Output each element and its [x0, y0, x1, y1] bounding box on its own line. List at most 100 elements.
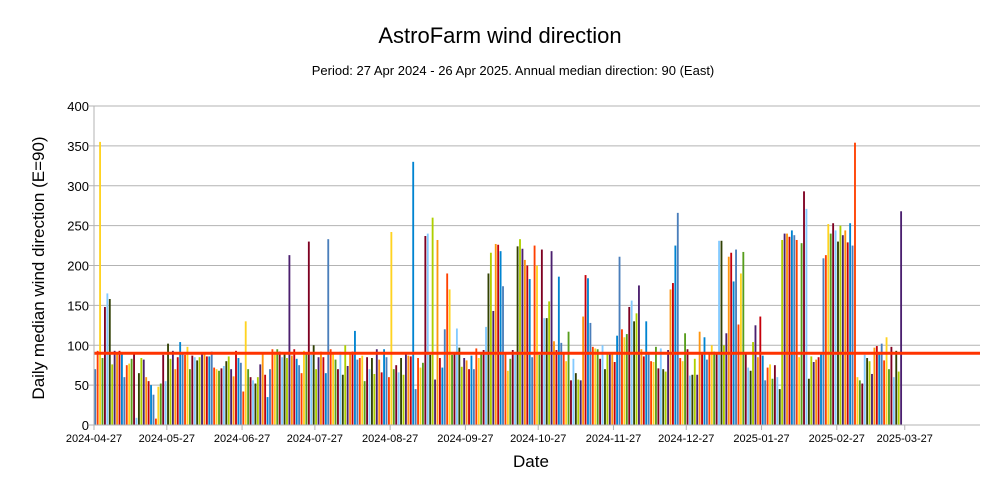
bar	[589, 322, 592, 425]
bar	[621, 329, 623, 425]
bar	[215, 369, 218, 425]
bar	[837, 241, 839, 425]
bar	[438, 358, 441, 425]
bar	[866, 358, 869, 425]
bar	[188, 369, 191, 425]
bar	[565, 361, 568, 425]
bar	[846, 242, 849, 425]
bar	[409, 356, 412, 425]
bar	[363, 381, 366, 425]
bar	[640, 349, 643, 425]
bar	[759, 316, 762, 425]
bar	[703, 337, 706, 425]
bar	[601, 345, 604, 425]
bar	[829, 233, 832, 425]
bar	[111, 364, 114, 425]
bar	[803, 191, 805, 425]
bar	[509, 358, 512, 425]
bar	[662, 369, 665, 425]
bar	[810, 356, 813, 425]
bar	[273, 351, 276, 425]
bar	[487, 273, 490, 425]
bar	[123, 377, 126, 425]
bar	[271, 349, 274, 425]
y-tick-label: 50	[75, 378, 89, 393]
bar	[616, 335, 619, 425]
bar	[395, 365, 398, 425]
bar	[536, 265, 538, 425]
bar	[642, 356, 645, 425]
bar	[521, 248, 524, 425]
bar	[135, 417, 138, 425]
bar	[458, 347, 461, 425]
bar	[351, 351, 354, 425]
bar	[169, 358, 172, 425]
bar	[252, 380, 254, 425]
bar	[851, 245, 854, 425]
bar	[669, 289, 672, 425]
bar	[900, 211, 903, 425]
bar	[834, 230, 837, 425]
bar	[883, 360, 886, 425]
bar	[861, 383, 864, 425]
bar	[116, 354, 118, 425]
bar	[232, 376, 235, 425]
bar	[468, 369, 470, 425]
x-tick-label: 2024-09-27	[437, 433, 493, 445]
bar	[788, 236, 791, 425]
bar	[506, 370, 509, 425]
bar	[499, 251, 502, 425]
bar	[317, 357, 320, 425]
bar	[562, 353, 565, 425]
bar	[344, 345, 347, 425]
bar	[322, 357, 325, 425]
bar	[531, 357, 534, 425]
bar	[822, 258, 825, 425]
bar	[278, 351, 281, 425]
bar	[453, 353, 456, 425]
bar	[130, 358, 133, 425]
bar	[710, 345, 713, 425]
bar	[766, 367, 769, 425]
bar	[890, 346, 893, 425]
bar	[346, 365, 349, 425]
bar	[613, 361, 616, 425]
bar	[208, 356, 211, 425]
bar	[475, 348, 478, 425]
bar	[213, 367, 216, 425]
bar	[696, 374, 699, 425]
bar	[337, 369, 339, 425]
bar	[679, 358, 682, 425]
bar	[504, 353, 507, 425]
y-tick-label: 300	[67, 179, 89, 194]
bar	[793, 235, 796, 425]
bar	[419, 367, 422, 425]
bar	[645, 321, 648, 425]
y-tick-label: 0	[82, 418, 89, 433]
y-tick-labels: 0 50 100 150 200 250 300 350 400	[67, 99, 89, 433]
bar	[455, 328, 458, 425]
bar	[254, 383, 257, 425]
bar	[489, 252, 492, 425]
bar	[358, 358, 361, 425]
bar	[104, 306, 106, 425]
bar	[412, 161, 415, 425]
bar	[147, 381, 150, 425]
bar	[854, 142, 856, 425]
bar	[827, 224, 830, 425]
bar	[424, 235, 427, 425]
bar	[334, 359, 337, 425]
bar	[198, 357, 201, 425]
bar	[259, 364, 262, 425]
bar	[201, 353, 203, 425]
bar	[560, 342, 563, 425]
bar	[448, 289, 451, 425]
bar	[235, 350, 237, 425]
bar	[795, 239, 798, 425]
bar	[820, 353, 822, 425]
bar	[368, 369, 371, 425]
bar	[463, 358, 466, 425]
y-tick-label: 350	[67, 139, 89, 154]
bar	[96, 350, 99, 425]
